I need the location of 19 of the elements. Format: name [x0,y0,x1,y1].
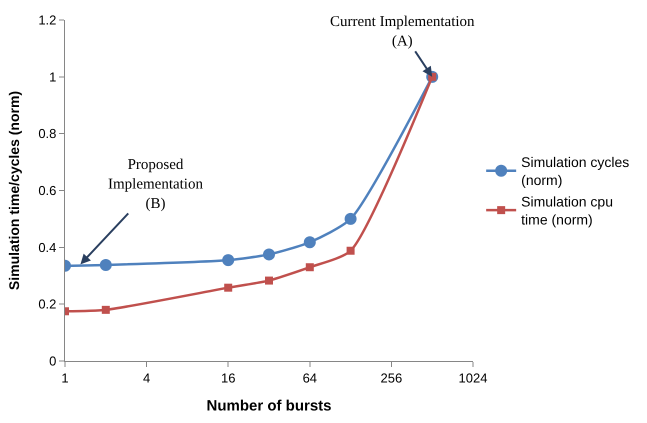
x-tick-label: 4 [142,370,150,386]
y-tick-label: 0.6 [38,183,56,198]
annotation: Proposed Implementation (B) [108,157,204,212]
x-axis-title: Number of bursts [206,398,332,415]
legend-label: Simulation cpu time (norm) [521,193,613,228]
y-tick-label: 0.8 [38,126,56,142]
x-tick-label: 1 [61,370,69,386]
y-tick-label: 1.2 [38,12,56,28]
x-tick-label: 256 [380,370,402,386]
legend-label: Simulation cycles (norm) [521,154,630,188]
x-tick-label: 16 [220,370,236,386]
annotation: Current Implementation (A) [330,14,476,50]
y-tick-label: 0.2 [38,296,56,312]
y-axis-title: Simulation time/cycles (norm) [6,90,22,290]
x-tick-label: 64 [302,370,318,386]
y-tick-label: 0 [49,354,56,369]
y-tick-label: 0.4 [38,240,56,255]
y-tick-label: 1 [49,69,56,84]
x-tick-label: 1024 [458,370,488,386]
